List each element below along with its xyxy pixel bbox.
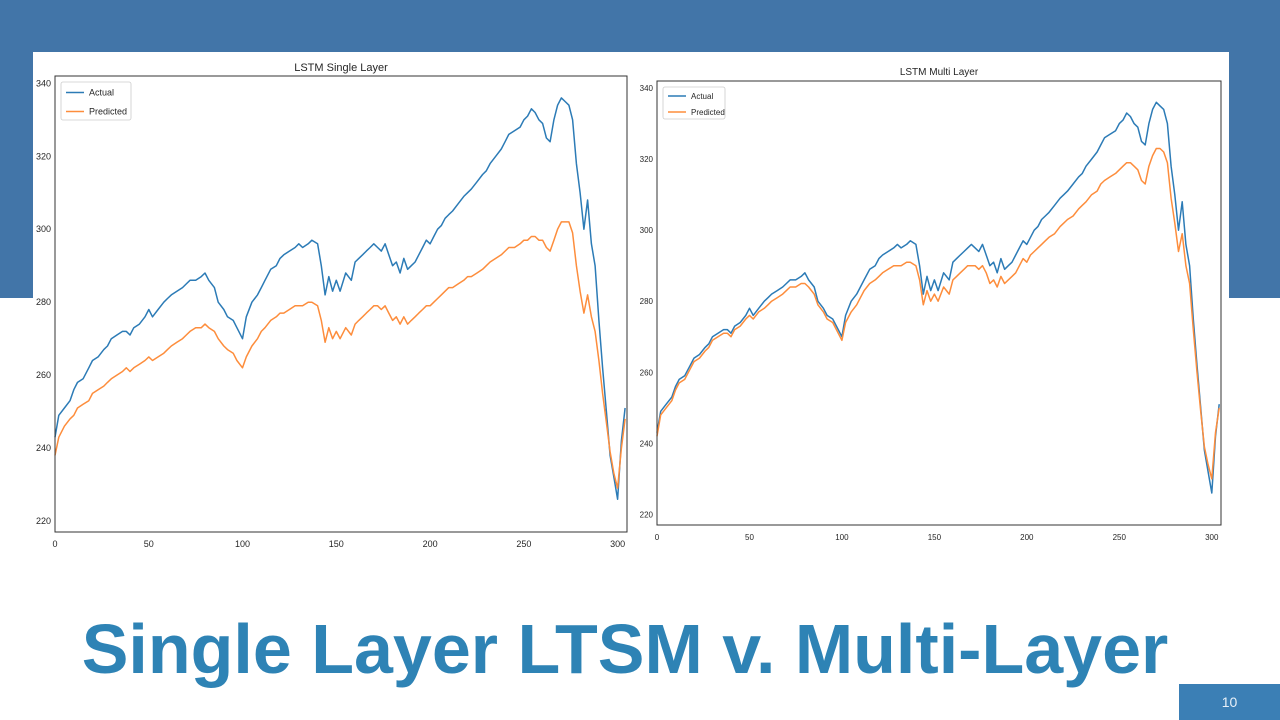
y-tick-label: 220 — [640, 510, 654, 519]
left-accent-band — [0, 52, 33, 298]
y-tick-label: 260 — [640, 368, 654, 377]
x-tick-label: 200 — [1020, 533, 1034, 542]
legend: Actual Predicted — [60, 81, 132, 121]
x-tick-label: 150 — [928, 533, 942, 542]
series-line-actual — [656, 101, 1220, 494]
x-tick-label: 50 — [745, 533, 754, 542]
x-tick-label: 200 — [423, 539, 438, 549]
y-tick-label: 300 — [640, 226, 654, 235]
x-tick-label: 300 — [610, 539, 625, 549]
x-tick-label: 100 — [235, 539, 250, 549]
series-line-predicted — [656, 147, 1220, 480]
chart-panel — [33, 52, 1229, 560]
slide-title: Single Layer LTSM v. Multi-Layer — [81, 610, 1169, 688]
chart-title: LSTM Multi Layer — [900, 67, 979, 78]
x-tick-label: 50 — [144, 539, 154, 549]
legend-label-actual: Actual — [89, 88, 114, 98]
x-tick-label: 0 — [655, 533, 660, 542]
x-tick-label: 250 — [1113, 533, 1127, 542]
right-accent-band — [1229, 52, 1280, 298]
legend-label-predicted: Predicted — [691, 108, 725, 117]
chart-single-layer: LSTM Single Layer 0 50 100 150 200 250 300 220 24… — [36, 62, 628, 549]
plot-frame — [54, 75, 628, 533]
chart-title: LSTM Single Layer — [294, 62, 388, 74]
y-tick-label: 300 — [36, 224, 51, 234]
chart-multi-layer: LSTM Multi Layer 0 50 100 150 200 250 300 220 240… — [640, 67, 1222, 542]
series-line-predicted — [54, 221, 626, 489]
x-tick-label: 100 — [835, 533, 849, 542]
y-tick-label: 340 — [640, 84, 654, 93]
legend-box — [662, 86, 726, 120]
x-tick-label: 250 — [516, 539, 531, 549]
legend: Actual Predicted — [662, 86, 726, 120]
y-tick-label: 280 — [36, 297, 51, 307]
y-tick-label: 220 — [36, 516, 51, 526]
x-tick-label: 0 — [52, 539, 57, 549]
x-tick-label: 150 — [329, 539, 344, 549]
y-tick-label: 320 — [36, 151, 51, 161]
y-tick-label: 280 — [640, 297, 654, 306]
y-tick-label: 240 — [640, 439, 654, 448]
header-band — [0, 0, 1280, 52]
series-line-actual — [54, 97, 626, 500]
y-tick-label: 240 — [36, 443, 51, 453]
page-number: 10 — [1179, 684, 1280, 720]
y-tick-label: 340 — [36, 78, 51, 88]
legend-label-actual: Actual — [691, 92, 713, 101]
legend-box — [60, 81, 132, 121]
plot-frame — [656, 80, 1222, 526]
x-tick-label: 300 — [1205, 533, 1219, 542]
legend-label-predicted: Predicted — [89, 107, 127, 117]
y-tick-label: 260 — [36, 370, 51, 380]
y-tick-label: 320 — [640, 155, 654, 164]
